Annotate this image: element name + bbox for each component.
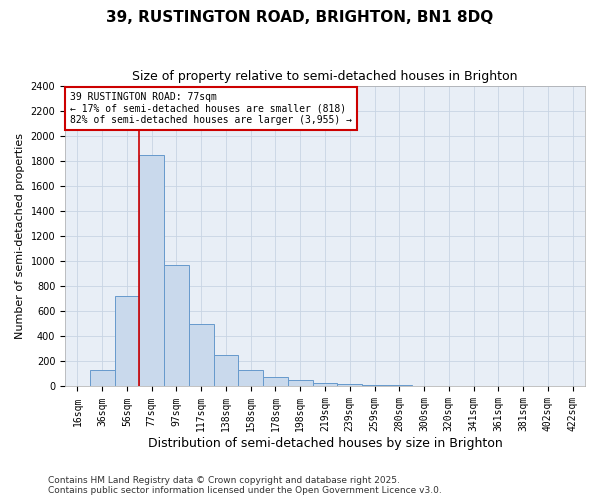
Bar (115, 296, 139, 386)
Bar (139, 154, 164, 386)
Title: Size of property relative to semi-detached houses in Brighton: Size of property relative to semi-detach… (132, 70, 518, 83)
Bar (263, 377, 288, 386)
Bar (362, 385, 387, 386)
Bar (288, 380, 313, 386)
Bar (214, 355, 238, 386)
Text: 39, RUSTINGTON ROAD, BRIGHTON, BN1 8DQ: 39, RUSTINGTON ROAD, BRIGHTON, BN1 8DQ (106, 10, 494, 25)
Text: 39 RUSTINGTON ROAD: 77sqm
← 17% of semi-detached houses are smaller (818)
82% of: 39 RUSTINGTON ROAD: 77sqm ← 17% of semi-… (70, 92, 352, 125)
Bar (313, 382, 337, 386)
Bar (189, 324, 214, 386)
X-axis label: Distribution of semi-detached houses by size in Brighton: Distribution of semi-detached houses by … (148, 437, 502, 450)
Bar (164, 265, 189, 386)
Bar (337, 384, 362, 386)
Y-axis label: Number of semi-detached properties: Number of semi-detached properties (15, 133, 25, 339)
Text: Contains HM Land Registry data © Crown copyright and database right 2025.
Contai: Contains HM Land Registry data © Crown c… (48, 476, 442, 495)
Bar (90, 370, 115, 386)
Bar (238, 370, 263, 386)
